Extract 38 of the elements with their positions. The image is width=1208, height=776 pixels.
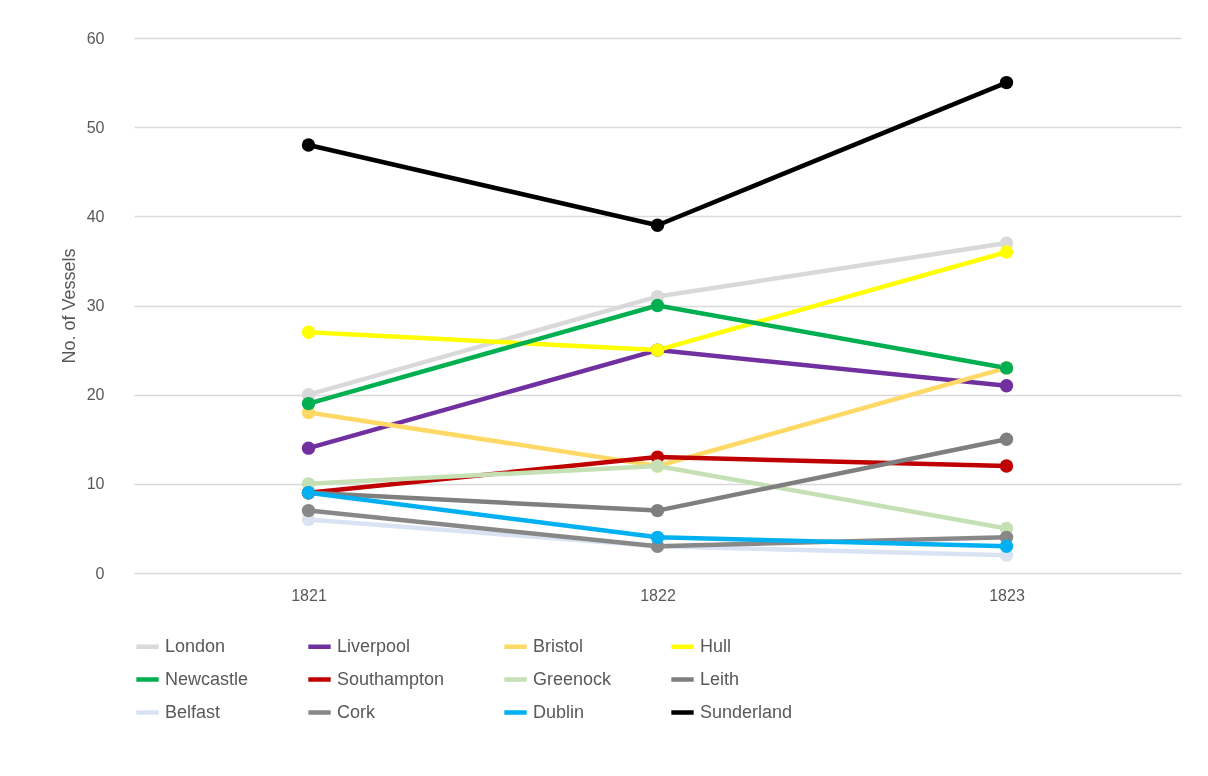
legend-label: Hull	[700, 635, 732, 656]
point	[999, 75, 1014, 90]
legend-label: Southampton	[337, 668, 445, 689]
point	[999, 459, 1014, 473]
point	[301, 441, 316, 455]
legend-label: Dublin	[533, 701, 585, 722]
y-axis-title: No. of Vessels	[58, 248, 79, 364]
x-tick-label: 1823	[989, 586, 1025, 604]
point	[650, 298, 665, 313]
legend-label: London	[165, 635, 226, 656]
legend-label: Leith	[700, 668, 740, 689]
point	[999, 379, 1014, 393]
legend-label: Liverpool	[337, 635, 411, 656]
y-tick-label: 40	[86, 207, 105, 225]
legend-label: Cork	[337, 701, 376, 722]
point	[999, 245, 1014, 259]
point	[650, 503, 665, 518]
x-tick-label: 1822	[640, 586, 676, 604]
legend-label: Belfast	[165, 701, 221, 722]
point	[999, 539, 1014, 553]
y-tick-label: 60	[86, 29, 105, 47]
legend-label: Greenock	[533, 668, 613, 689]
point	[999, 432, 1014, 446]
point	[301, 503, 316, 518]
y-tick-label: 10	[86, 475, 105, 493]
y-tick-label: 30	[86, 297, 105, 314]
point	[650, 530, 665, 545]
point	[301, 138, 316, 152]
x-tick-label: 1821	[291, 586, 327, 604]
y-tick-label: 50	[86, 118, 105, 136]
y-tick-label: 20	[86, 386, 105, 404]
point	[301, 396, 316, 411]
legend-label: Newcastle	[165, 668, 249, 689]
point	[301, 325, 316, 339]
legend-label: Sunderland	[700, 701, 793, 722]
y-tick-label: 0	[95, 564, 105, 582]
point	[650, 218, 665, 232]
legend-label: Bristol	[533, 635, 584, 656]
